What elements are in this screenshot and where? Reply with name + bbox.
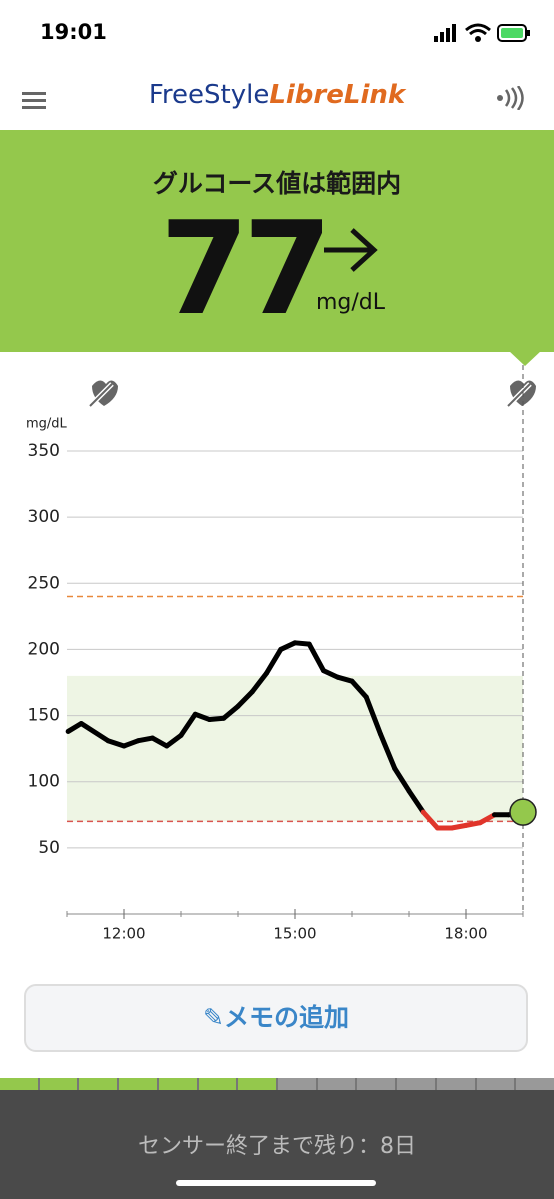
y-axis-unit: mg/dL (26, 417, 68, 432)
reading-unit: mg/dL (316, 290, 386, 315)
reading-status: グルコース値は範囲内 (152, 169, 402, 198)
glucose-segment (121, 738, 141, 749)
y-tick-label: 50 (38, 838, 60, 858)
menu-button[interactable] (22, 90, 48, 112)
brand: FreeStyle (148, 80, 270, 110)
target-range (67, 675, 523, 822)
glucose-chart: mg/dL 50 100 150 200 250 300 350 12:00 15:00 18:0… (26, 365, 537, 943)
glucose-segment (65, 721, 84, 734)
insulin-icon (88, 380, 118, 408)
glucose-segment (221, 703, 241, 721)
memo-label: メモの追加 (223, 1003, 349, 1032)
x-tick-label: 18:00 (444, 925, 487, 943)
home-indicator (176, 1180, 376, 1186)
logo: FreeStyleLibreLink (0, 80, 554, 110)
glucose-segment (178, 711, 198, 738)
glucose-segment (278, 640, 298, 652)
pointer (508, 350, 542, 366)
reading-panel (0, 130, 554, 352)
glucose-segment (264, 646, 284, 676)
y-tick-label: 100 (28, 772, 60, 792)
y-tick-label: 350 (28, 441, 60, 461)
glucose-segment (420, 809, 440, 831)
product: LibreLink (269, 80, 406, 110)
memo-button[interactable]: ✎メモの追加 (24, 984, 528, 1052)
glucose-segment (78, 721, 111, 744)
sensor-progress (0, 1078, 554, 1090)
glucose-segment (406, 788, 426, 815)
glucose-segment (363, 694, 383, 737)
scan-icon[interactable] (496, 86, 524, 110)
glucose-segment (378, 731, 398, 771)
reading-value: 77 (160, 195, 332, 344)
glucose-segment (477, 812, 497, 826)
current-marker (509, 798, 537, 826)
glucose-segment (392, 765, 412, 794)
glucose-segment (249, 670, 269, 695)
trend-arrow (324, 228, 378, 272)
glucose-segment (105, 738, 127, 749)
glucose-segment (192, 711, 212, 723)
glucose-segment (349, 678, 369, 700)
y-tick-label: 200 (28, 639, 60, 659)
glucose-segment (235, 689, 255, 709)
glucose-segment (306, 641, 326, 674)
glucose-segment (164, 732, 184, 749)
status-icons (434, 23, 530, 42)
y-tick-label: 250 (28, 573, 60, 593)
y-tick-label: 150 (28, 706, 60, 726)
x-tick-label: 12:00 (102, 925, 145, 943)
clock: 19:01 (40, 20, 107, 44)
glucose-segment (321, 668, 341, 680)
glucose-segment (150, 735, 170, 749)
insulin-icon (506, 380, 536, 408)
x-tick-label: 15:00 (273, 925, 316, 943)
y-tick-label: 300 (28, 507, 60, 527)
sensor-remaining: センサー終了まで残り：8日 (138, 1134, 416, 1159)
